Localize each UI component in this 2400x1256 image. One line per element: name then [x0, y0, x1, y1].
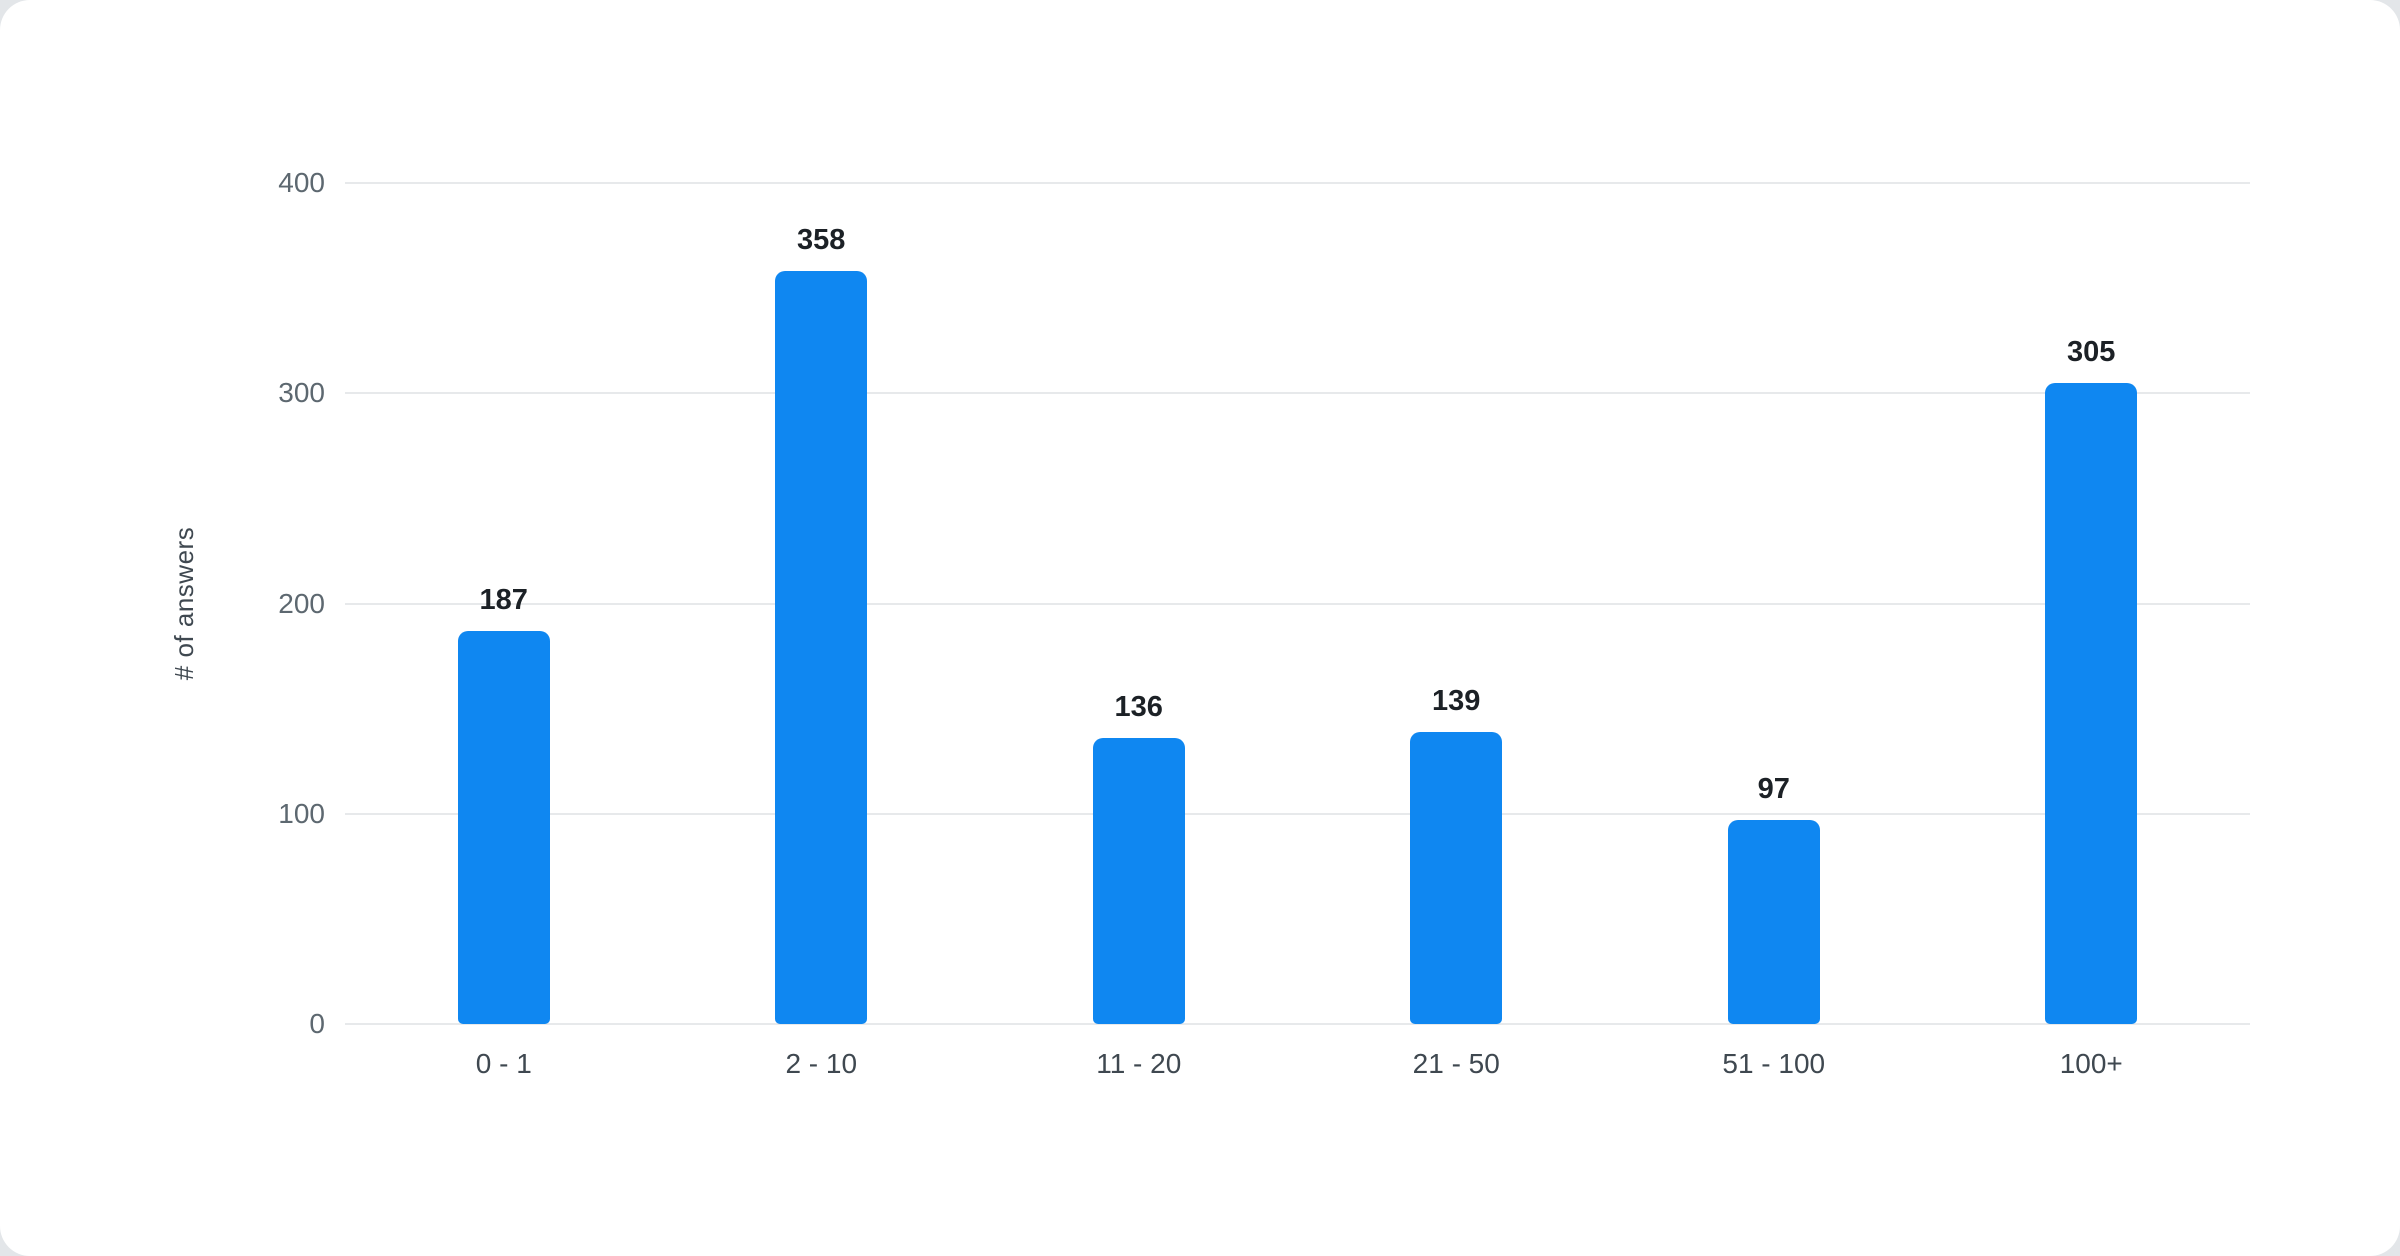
y-tick-label: 0 [309, 1008, 325, 1039]
gridline [345, 392, 2250, 395]
y-tick-label: 300 [278, 377, 325, 409]
bar-column: 187 [345, 183, 663, 1024]
x-tick-label: 11 - 20 [1096, 1048, 1182, 1079]
y-tick-label: 100 [278, 797, 325, 829]
x-tick-label: 2 - 10 [785, 1048, 858, 1079]
bar [1410, 731, 1503, 1024]
bar-column: 136 [980, 183, 1298, 1024]
plot-area: 187 358 136 139 97 305 [345, 182, 2250, 1025]
x-axis-labels: 0 - 1 2 - 10 11 - 20 21 - 50 51 - 100 100+ [345, 1048, 2250, 1080]
bar-column: 305 [1933, 183, 2251, 1024]
bar [1092, 738, 1185, 1024]
gridline [345, 812, 2250, 815]
y-tick-label: 400 [278, 167, 325, 198]
bar-column: 97 [1615, 183, 1933, 1024]
x-tick-label: 21 - 50 [1412, 1048, 1500, 1079]
bar-column: 358 [663, 183, 981, 1024]
gridline [345, 1023, 2250, 1025]
bar [457, 630, 550, 1024]
x-tick-label: 100+ [2059, 1048, 2123, 1079]
y-tick-labels: 0 100 200 300 400 [0, 169, 325, 1038]
bar [775, 271, 868, 1024]
gridline [345, 182, 2250, 184]
bar-value-label: 139 [1432, 684, 1481, 717]
gridline [345, 602, 2250, 605]
bar [1727, 820, 1820, 1024]
bar-value-label: 305 [2067, 335, 2116, 368]
bars: 187 358 136 139 97 305 [345, 183, 2250, 1024]
bar-value-label: 358 [797, 224, 846, 257]
bar-value-label: 187 [479, 583, 528, 616]
x-tick-label: 0 - 1 [475, 1048, 532, 1079]
x-tick-label: 51 - 100 [1722, 1048, 1826, 1079]
bar-value-label: 136 [1114, 691, 1163, 724]
y-tick-label: 200 [278, 587, 325, 619]
bar-column: 139 [1298, 183, 1616, 1024]
bar [2045, 382, 2138, 1024]
bar-value-label: 97 [1757, 773, 1790, 806]
